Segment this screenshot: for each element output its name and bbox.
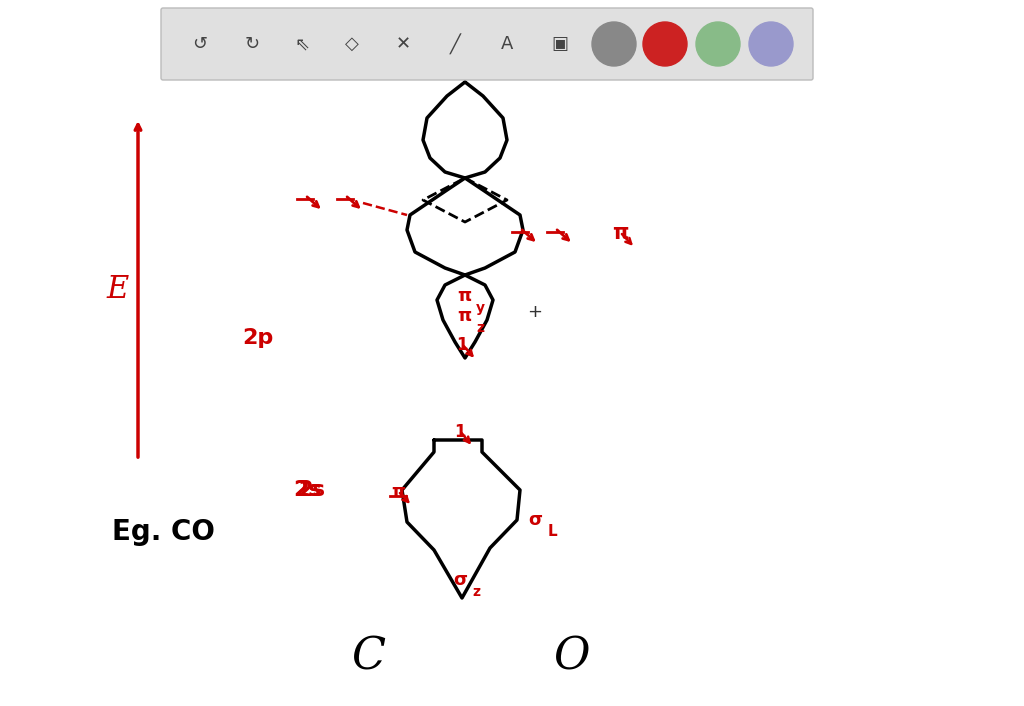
Text: 2s: 2s: [294, 480, 323, 500]
Text: O: O: [554, 635, 590, 678]
Text: L: L: [547, 525, 557, 539]
Text: ✕: ✕: [395, 35, 411, 53]
Circle shape: [749, 22, 793, 66]
Text: σ: σ: [528, 511, 542, 529]
Circle shape: [592, 22, 636, 66]
Text: 1: 1: [457, 336, 468, 354]
Circle shape: [643, 22, 687, 66]
Text: 2p: 2p: [243, 328, 273, 348]
Text: +: +: [527, 303, 543, 321]
Text: A: A: [501, 35, 513, 53]
Text: π: π: [457, 287, 471, 305]
Text: z: z: [472, 585, 480, 599]
Text: z: z: [476, 321, 484, 335]
Text: 1: 1: [455, 423, 466, 441]
Text: σ: σ: [453, 571, 467, 589]
Text: Eg. CO: Eg. CO: [112, 518, 215, 546]
Text: π: π: [457, 307, 471, 325]
Text: C: C: [351, 635, 385, 678]
Text: π: π: [611, 223, 629, 243]
Text: ↺: ↺: [193, 35, 208, 53]
Text: ↻: ↻: [245, 35, 259, 53]
FancyBboxPatch shape: [161, 8, 813, 80]
Text: y: y: [475, 301, 484, 315]
Text: ◇: ◇: [345, 35, 359, 53]
Text: ⇖: ⇖: [295, 35, 309, 53]
Text: ▣: ▣: [552, 35, 568, 53]
Text: E: E: [106, 275, 129, 306]
Text: π: π: [391, 483, 406, 501]
Circle shape: [696, 22, 740, 66]
Text: 2s: 2s: [299, 480, 326, 500]
Text: ╱: ╱: [450, 33, 461, 54]
Text: 2s: 2s: [295, 480, 322, 500]
